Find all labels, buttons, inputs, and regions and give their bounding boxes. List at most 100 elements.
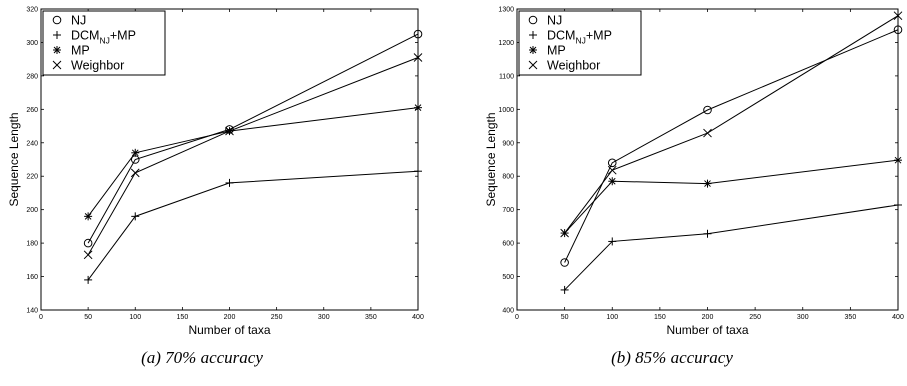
y-tick-label: 700 bbox=[502, 207, 514, 214]
series-line bbox=[87, 170, 419, 281]
circle-marker bbox=[893, 25, 903, 35]
series-line bbox=[564, 15, 899, 234]
star-marker bbox=[894, 156, 902, 165]
legend-box bbox=[42, 10, 166, 76]
circle-marker bbox=[607, 158, 617, 168]
circle-marker bbox=[703, 105, 712, 115]
y-tick-label: 900 bbox=[502, 140, 514, 147]
x-tick-label: 250 bbox=[271, 314, 283, 321]
legend-star-marker bbox=[53, 46, 61, 54]
y-tick-label: 280 bbox=[26, 73, 38, 80]
plus-marker bbox=[84, 275, 93, 284]
chart-a: 0 50 100 150 200 250 300 350 400 140 160 180 200 220 2… bbox=[7, 7, 424, 338]
y-tick-label: 140 bbox=[26, 308, 38, 315]
x-tick-label: 150 bbox=[177, 314, 189, 321]
x-marker bbox=[83, 250, 93, 260]
series-line bbox=[564, 29, 899, 263]
x-marker bbox=[703, 128, 712, 138]
y-tick-label: 1300 bbox=[498, 7, 514, 14]
plus-marker bbox=[703, 229, 712, 238]
y-tick-label: 300 bbox=[26, 40, 38, 47]
plus-marker bbox=[560, 285, 569, 294]
y-tick-label: 160 bbox=[26, 274, 38, 281]
star-marker bbox=[414, 103, 422, 112]
x-tick-label: 350 bbox=[365, 314, 377, 321]
y-tick-label: 260 bbox=[26, 107, 38, 114]
y-tick-label: 600 bbox=[502, 241, 514, 248]
y-tick-label: 500 bbox=[502, 274, 514, 281]
plus-marker bbox=[414, 167, 422, 176]
x-tick-label: 300 bbox=[797, 314, 809, 321]
legend-entry: MP bbox=[547, 44, 566, 58]
star-marker bbox=[131, 148, 140, 157]
circle-marker bbox=[560, 258, 569, 267]
series-line bbox=[87, 57, 419, 256]
x-marker bbox=[893, 11, 903, 21]
series-line bbox=[564, 159, 899, 234]
x-tick-label: 150 bbox=[654, 314, 666, 321]
y-tick-label: 1100 bbox=[499, 73, 514, 80]
legend-entry: NJ bbox=[547, 14, 562, 28]
y-axis-title: Sequence Length bbox=[484, 112, 498, 206]
x-tick-label: 200 bbox=[702, 314, 714, 321]
y-axis-title: Sequence Length bbox=[7, 112, 21, 206]
legend-entry: MP bbox=[71, 44, 90, 58]
legend-x-marker bbox=[52, 60, 62, 70]
y-tick-label: 200 bbox=[26, 207, 38, 214]
plus-marker bbox=[225, 178, 234, 187]
x-tick-label: 0 bbox=[39, 314, 43, 321]
x-tick-label: 400 bbox=[892, 314, 904, 321]
legend-plus-marker bbox=[529, 31, 537, 39]
y-tick-label: 320 bbox=[26, 7, 38, 14]
legend-star-marker bbox=[529, 46, 537, 54]
legend-circle-marker bbox=[528, 15, 538, 25]
legend-entry: Weighbor bbox=[71, 59, 124, 73]
y-tick-label: 1200 bbox=[498, 40, 514, 47]
legend-circle-marker bbox=[52, 15, 62, 25]
x-tick-label: 400 bbox=[412, 314, 424, 321]
series-line bbox=[87, 107, 419, 217]
chart-b-caption: (b) 85% accuracy bbox=[611, 348, 733, 367]
legend-box bbox=[518, 10, 642, 76]
x-tick-label: 350 bbox=[845, 314, 857, 321]
plus-marker bbox=[608, 237, 617, 246]
circle-marker bbox=[413, 29, 423, 39]
y-tick-label: 800 bbox=[502, 174, 514, 181]
x-tick-label: 200 bbox=[224, 314, 236, 321]
x-tick-label: 250 bbox=[749, 314, 761, 321]
legend-entry: Weighbor bbox=[547, 59, 600, 73]
y-tick-label: 240 bbox=[26, 140, 38, 147]
x-marker bbox=[560, 228, 569, 238]
x-tick-label: 100 bbox=[129, 314, 141, 321]
x-tick-label: 300 bbox=[318, 314, 330, 321]
x-tick-label: 100 bbox=[606, 314, 618, 321]
plus-marker bbox=[894, 200, 902, 209]
series-line bbox=[87, 33, 419, 244]
x-axis-title: Number of taxa bbox=[666, 323, 748, 337]
x-tick-label: 0 bbox=[515, 314, 519, 321]
x-tick-label: 50 bbox=[561, 314, 569, 321]
plus-marker bbox=[131, 212, 140, 221]
chart-b: 0 50 100 150 200 250 300 350 400 400 500 600 700 800 9… bbox=[484, 7, 904, 338]
legend-entry: DCMNJ+MP bbox=[71, 29, 136, 46]
y-tick-label: 1000 bbox=[498, 107, 514, 114]
series-line bbox=[564, 204, 899, 291]
x-marker bbox=[225, 126, 234, 136]
star-marker bbox=[84, 212, 93, 221]
y-tick-label: 400 bbox=[502, 308, 514, 315]
star-marker bbox=[703, 179, 712, 188]
legend-entry: DCMNJ+MP bbox=[547, 29, 612, 46]
legend-x-marker bbox=[528, 60, 538, 70]
y-tick-label: 220 bbox=[26, 174, 38, 181]
y-tick-label: 180 bbox=[26, 241, 38, 248]
x-marker bbox=[413, 53, 423, 62]
legend-plus-marker bbox=[53, 31, 61, 39]
circle-marker bbox=[83, 238, 93, 248]
x-axis-title: Number of taxa bbox=[188, 323, 270, 337]
x-tick-label: 50 bbox=[84, 314, 92, 321]
chart-a-caption: (a) 70% accuracy bbox=[141, 348, 263, 367]
x-marker bbox=[130, 168, 140, 178]
